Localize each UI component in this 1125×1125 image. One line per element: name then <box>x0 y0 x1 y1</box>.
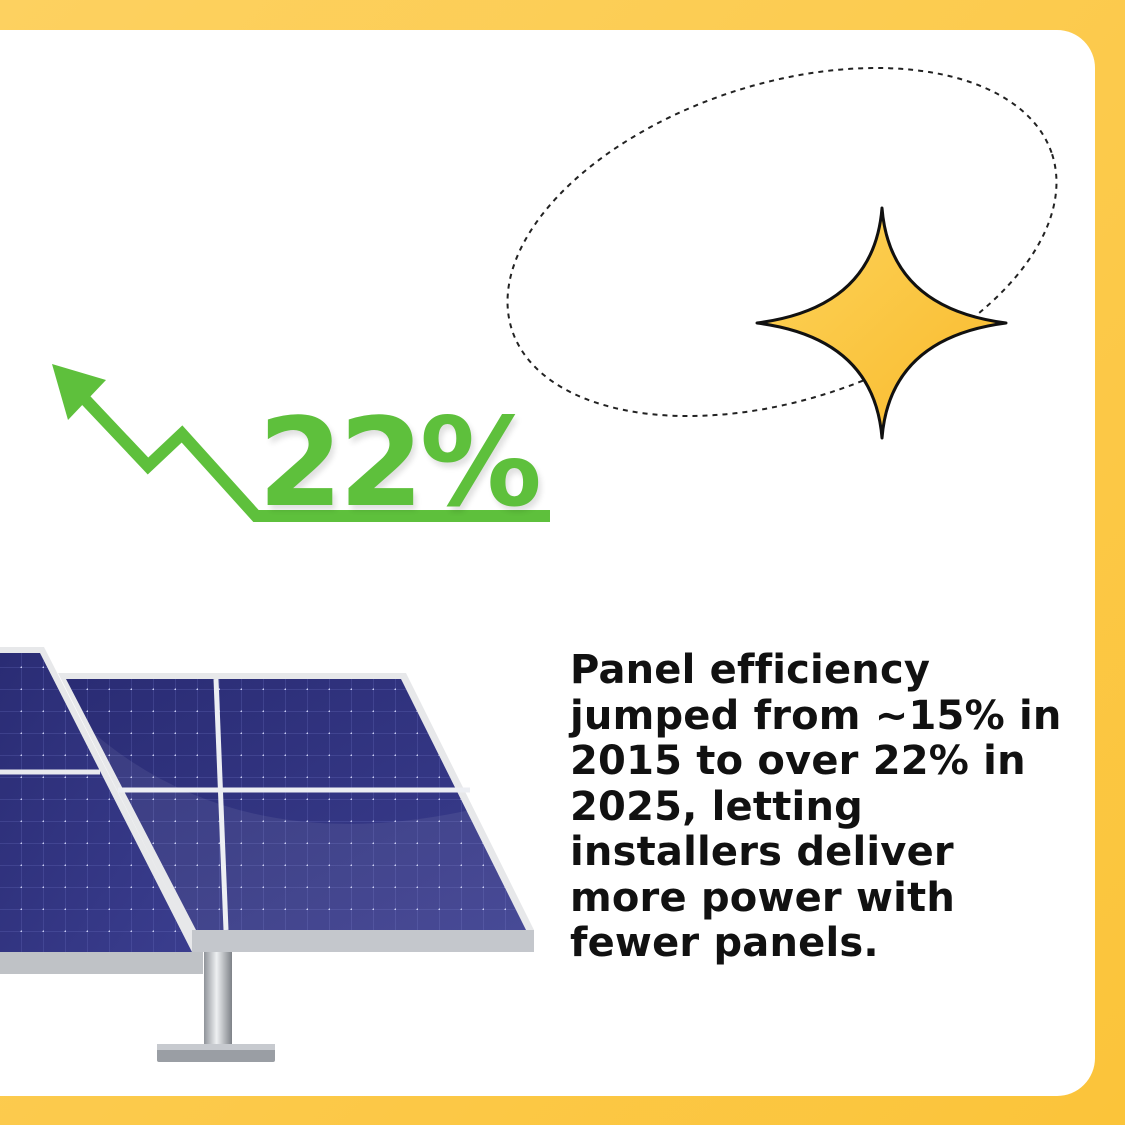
trend-up-arrow-icon <box>52 364 550 522</box>
sparkle-star-icon <box>755 206 1008 440</box>
illustration-layer <box>0 66 1058 1062</box>
efficiency-stat: 22% <box>258 392 542 534</box>
content-card: 22% Panel efficiency jumped from ~15% in… <box>0 30 1095 1096</box>
solar-panel-illustration <box>0 647 534 1062</box>
caption-text: Panel efficiency jumped from ~15% in 201… <box>570 647 1062 966</box>
dotted-ellipse <box>506 66 1058 418</box>
